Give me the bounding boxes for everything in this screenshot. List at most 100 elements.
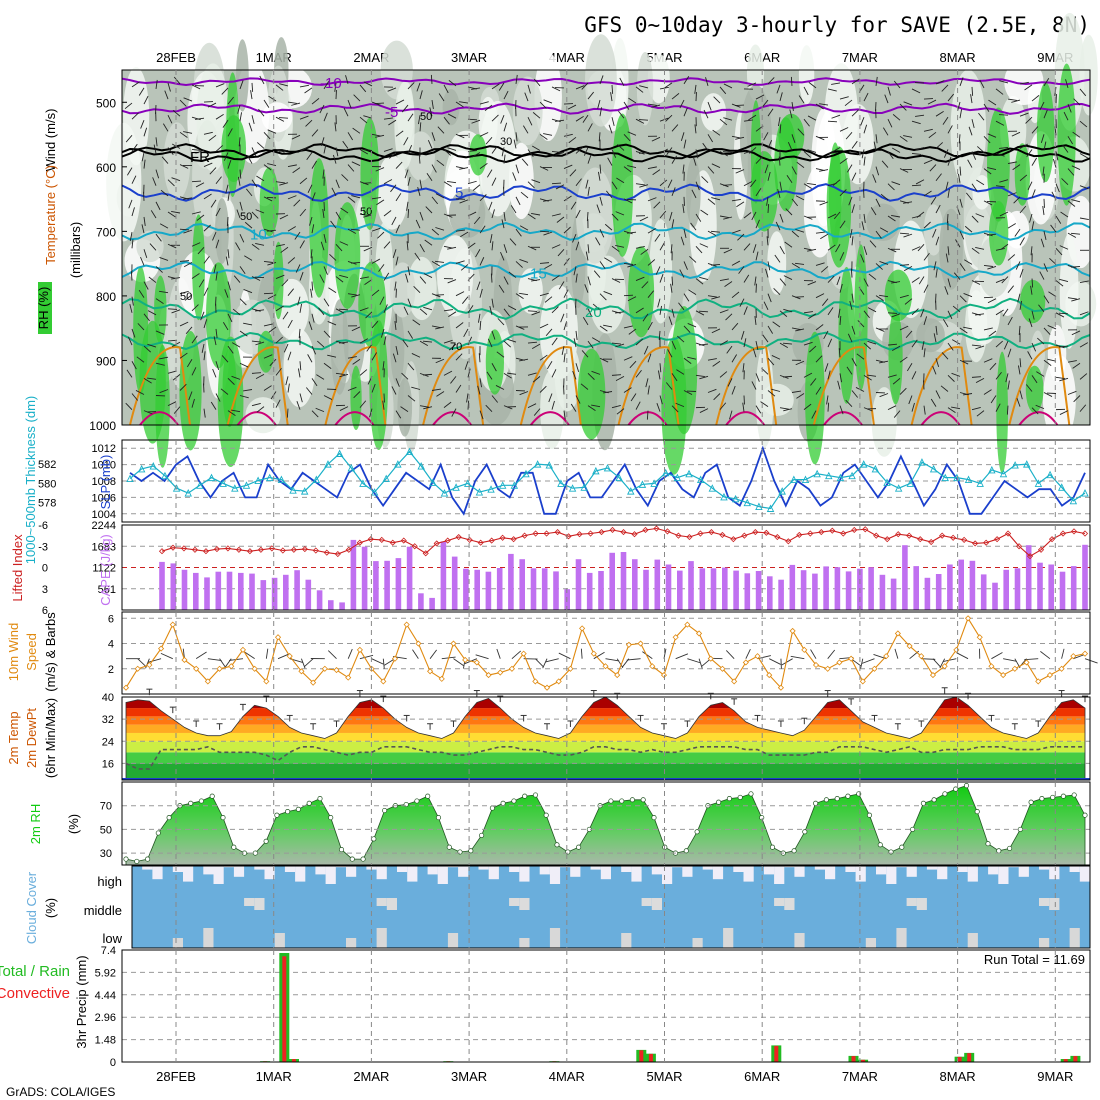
cloud-high-clear: [447, 866, 459, 868]
wind-barb: [675, 402, 685, 408]
cloud-high-clear: [183, 866, 194, 882]
cape-bar: [1059, 571, 1066, 610]
cloud-low-clear: [346, 938, 357, 948]
wind-barb: [479, 410, 484, 420]
wind-barb: [707, 134, 714, 143]
wind-barb: [713, 393, 721, 401]
wind-barb: [225, 184, 229, 194]
cloud-middle-clear: [916, 898, 927, 910]
wind-barb: [1007, 223, 1016, 229]
rh-shade: [407, 131, 435, 181]
wind-barb: [711, 296, 721, 300]
wind-barb: [486, 371, 493, 380]
wind-barb: [543, 199, 553, 202]
rh2-marker: [748, 791, 754, 797]
rh-shade: [106, 122, 142, 242]
wind-barb: [210, 199, 217, 208]
wind-speed-marker: [1000, 672, 1007, 679]
wind-barb: [131, 296, 134, 306]
wind-barb: [987, 167, 997, 171]
wind-barb: [141, 224, 145, 234]
cloud-low-clear: [794, 933, 805, 948]
wind-barb: [582, 114, 589, 123]
wind-barb: [291, 102, 301, 106]
wind-barb: [1019, 112, 1029, 117]
cloud-high-clear: [763, 866, 775, 875]
isotherm-line-30: [432, 411, 472, 426]
wind-barb: [779, 92, 783, 102]
li-marker: [246, 548, 253, 555]
wind-barb: [872, 174, 877, 183]
wind-speed-marker: [590, 650, 597, 657]
rh2-marker: [1060, 793, 1066, 799]
wind-barb: [774, 254, 781, 263]
wind-barb: [779, 246, 785, 255]
wind-barb: [869, 240, 877, 248]
wind-barb: [1006, 405, 1009, 415]
rh2-marker: [295, 806, 301, 812]
wind-barb: [555, 119, 565, 122]
wind-barb: [191, 211, 201, 215]
wind-barb: [659, 305, 663, 315]
wind-barb: [653, 201, 661, 209]
wind-barb: [359, 369, 368, 376]
wind-barb: [147, 377, 157, 380]
wind-barb: [837, 308, 841, 318]
cloud-low-clear: [621, 933, 632, 948]
wind-barb: [407, 330, 414, 339]
wind-barb: [392, 353, 397, 363]
wind-barb: [767, 140, 773, 149]
wind-barb: [231, 375, 241, 380]
wind-barb: [707, 230, 717, 236]
wind-barb: [426, 173, 433, 181]
thickness-marker: [825, 471, 833, 480]
wind-barb: [575, 147, 583, 154]
wind-barb: [615, 375, 625, 381]
li-marker: [752, 529, 759, 536]
cape-bar: [305, 579, 312, 610]
wind-barb: [1031, 221, 1035, 231]
wind-barb: [251, 82, 254, 92]
wind-barb: [844, 99, 853, 107]
wind-barb: [484, 104, 493, 112]
cape-bar: [519, 559, 525, 610]
date-label-bottom: 3MAR: [451, 1069, 487, 1084]
wind-barb: [795, 229, 805, 233]
wind-barb: [227, 128, 233, 137]
thickness-marker: [743, 498, 751, 507]
wind-barb: [572, 233, 577, 243]
date-label-bottom: 7MAR: [842, 1069, 878, 1084]
wind-barb-10m: [327, 650, 337, 659]
cloud-middle-clear: [519, 898, 530, 910]
wind-barb: [479, 257, 485, 266]
wind-barb: [964, 225, 973, 233]
wind-barb: [755, 405, 762, 414]
wind-barb-10m: [725, 650, 735, 659]
wind-barb: [764, 164, 769, 174]
wind-barb: [339, 341, 349, 344]
wind-barb: [411, 386, 421, 390]
wind-barb: [952, 305, 961, 313]
wind-barb: [1036, 371, 1045, 377]
cape-bar: [800, 570, 807, 610]
wind-barb: [413, 285, 421, 294]
wind-barb: [983, 264, 993, 267]
wind-barb: [431, 228, 440, 236]
cloud-high-clear: [1008, 866, 1019, 868]
li-marker: [620, 529, 627, 536]
wind-barb: [459, 199, 469, 204]
wind-barb: [575, 209, 581, 219]
rh-shade: [245, 397, 281, 434]
thickness-marker: [1011, 461, 1019, 469]
wind-speed-marker: [427, 668, 434, 675]
wind-barb: [431, 132, 436, 141]
wind-barb: [923, 221, 931, 229]
wind-barb: [731, 385, 736, 395]
wind-barb: [191, 335, 198, 344]
rh-shade: [236, 39, 249, 112]
isotherm-line-30: [139, 411, 179, 426]
wind-barb: [1019, 300, 1023, 310]
wind-barb: [899, 356, 908, 363]
wind-barb: [407, 362, 415, 371]
wind-barb: [423, 340, 433, 343]
